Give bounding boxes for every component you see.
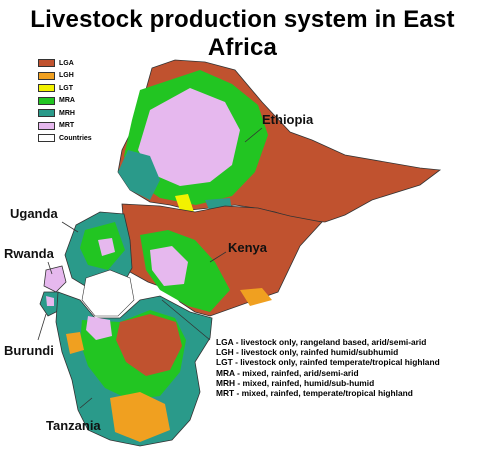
legend-item-mra: MRA [38, 95, 92, 108]
legend-swatch-countries [38, 134, 55, 143]
legend-swatch-lgt [38, 84, 55, 93]
legend-item-countries: Countries [38, 132, 92, 145]
legend-swatch-mrt [38, 121, 55, 130]
legend-label-lga: LGA [59, 59, 74, 67]
definitions-leader [161, 299, 211, 341]
legend-swatch-mra [38, 96, 55, 105]
label-burundi: Burundi [4, 343, 54, 358]
legend-item-mrt: MRT [38, 120, 92, 133]
label-kenya: Kenya [228, 240, 268, 255]
label-rwanda: Rwanda [4, 246, 54, 261]
uganda-mrt [98, 238, 115, 256]
label-uganda: Uganda [10, 206, 58, 221]
definition-mrh: MRH - mixed, rainfed, humid/sub-humid [216, 377, 375, 388]
legend-label-lgh: LGH [59, 72, 74, 80]
ethiopia-lgt [175, 194, 194, 216]
legend-label-lgt: LGT [59, 84, 73, 92]
legend-label-mrt: MRT [59, 122, 75, 130]
kenya-lgh [240, 288, 272, 306]
definition-lgh: LGH - livestock only, rainfed humid/subh… [216, 347, 399, 358]
label-tanzania: Tanzania [46, 418, 101, 433]
legend-swatch-lga [38, 59, 55, 68]
legend-swatch-lgh [38, 71, 55, 80]
legend-label-mra: MRA [59, 97, 75, 105]
tanzania-lgh [110, 392, 170, 442]
kenya-leader [209, 251, 227, 263]
tanzania-mrt [86, 316, 112, 340]
rwanda-region [43, 265, 67, 293]
legend-item-lga: LGA [38, 57, 92, 70]
lake-victoria [81, 269, 135, 317]
definition-lga: LGA - livestock only, rangeland based, a… [216, 337, 427, 347]
uganda-leader [61, 221, 79, 233]
map-title: Livestock production system in East Afri… [30, 6, 455, 61]
kenya-mrt [150, 246, 188, 286]
rwanda-leader [47, 261, 53, 275]
legend-item-lgh: LGH [38, 70, 92, 83]
legend-label-mrh: MRH [59, 109, 75, 117]
definition-mra: MRA - mixed, rainfed, arid/semi-arid [216, 367, 359, 378]
legend-swatch-mrh [38, 109, 55, 118]
system-definitions: LGA - livestock only, rangeland based, a… [216, 337, 440, 398]
definition-mrt: MRT - mixed, rainfed, temperate/tropical… [216, 388, 413, 399]
tanzania-lgh-west [66, 332, 84, 354]
burundi-mrt [46, 296, 54, 306]
map-legend: LGA LGH LGT MRA MRH MRT Countries [38, 57, 92, 145]
label-ethiopia: Ethiopia [262, 112, 314, 127]
tanzania-leader [79, 397, 93, 409]
burundi-leader [37, 313, 47, 341]
legend-item-mrh: MRH [38, 107, 92, 120]
tanzania-lga [116, 314, 182, 376]
ethiopia-leader [244, 127, 263, 143]
ethiopia-mrh [118, 150, 160, 200]
ethiopia-highland-mrt [138, 88, 240, 186]
definition-lgt: LGT - livestock only, rainfed temperate/… [216, 357, 440, 368]
legend-item-lgt: LGT [38, 82, 92, 95]
legend-label-countries: Countries [59, 134, 92, 142]
